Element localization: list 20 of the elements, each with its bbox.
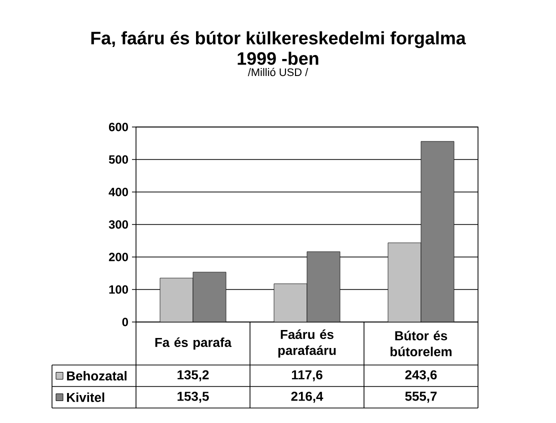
y-tick-label: 500 [108,155,128,164]
x-tick-label: Fa és parafa [155,337,232,350]
legend-label: Behozatal [67,370,126,381]
y-tick-label: 600 [108,122,128,132]
data-label: 135,2 [178,370,209,382]
data-label: 117,6 [292,370,322,382]
data-label: 243,6 [405,370,437,382]
y-tick-label: 100 [109,285,128,294]
y-tick-label: 0 [122,318,128,326]
x-tick-label: Bútor és bútorelem [390,330,452,356]
y-tick-label: 200 [108,252,128,262]
x-tick-label: Faáru és parafaáru [278,329,336,358]
chart-subtitle: /Millió USD / [248,68,308,76]
legend-label: Kivitel [67,392,104,402]
y-tick-label: 300 [108,220,128,229]
y-tick-label: 400 [108,188,128,196]
data-label: 555,7 [405,392,437,403]
chart-title: Fa, faáru és bútor külkereskedelmi forgalma 1999 -ben [91,31,466,65]
data-label: 153,5 [178,392,209,403]
data-label: 216,4 [291,392,324,403]
